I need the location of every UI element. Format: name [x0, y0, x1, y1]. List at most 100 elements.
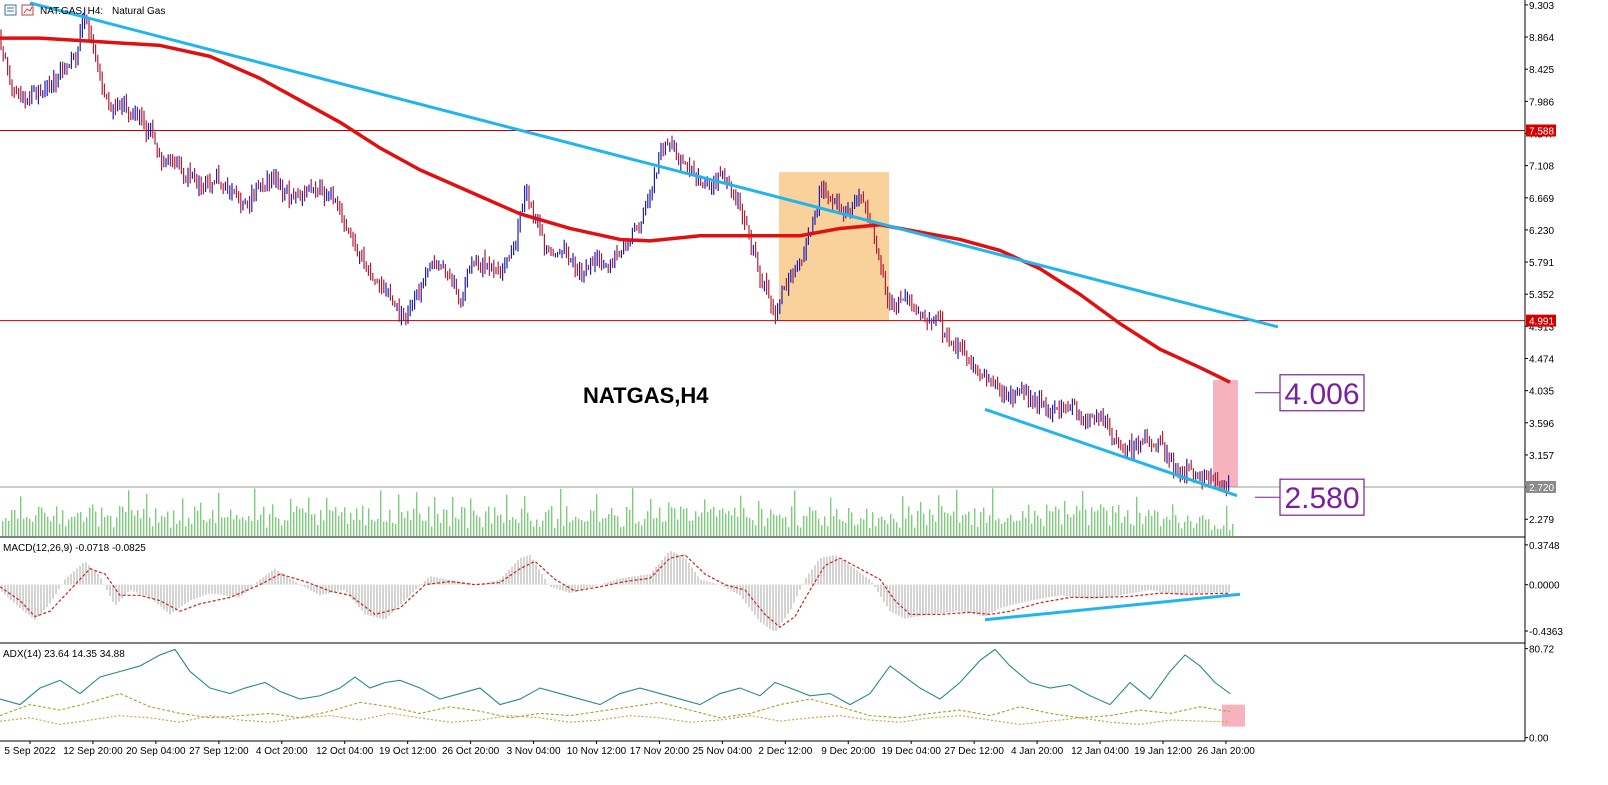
volume-bar: [1205, 519, 1207, 536]
volume-bar: [620, 527, 622, 536]
volume-bar: [1151, 515, 1153, 536]
volume-bar: [356, 508, 358, 536]
volume-bars: [2, 488, 1234, 536]
volume-bar: [755, 525, 757, 536]
volume-bar: [1004, 521, 1006, 536]
callout-value: 4.006: [1284, 378, 1359, 411]
price-tags: 7.588 4.991 2.720: [1526, 124, 1556, 494]
volume-bar: [407, 511, 409, 536]
volume-bar: [203, 519, 205, 536]
volume-bar: [827, 526, 829, 536]
volume-bar: [416, 492, 418, 536]
volume-bar: [323, 520, 325, 536]
volume-bar: [875, 526, 877, 536]
volume-bar: [236, 514, 238, 536]
volume-bar: [671, 507, 673, 536]
volume-bar: [1085, 509, 1087, 536]
volume-bar: [1007, 518, 1009, 536]
volume-bar: [131, 510, 133, 536]
menu-icon[interactable]: [4, 4, 17, 16]
volume-bar: [809, 506, 811, 536]
volume-bar: [926, 525, 928, 536]
volume-bar: [110, 515, 112, 536]
volume-bar: [413, 508, 415, 536]
volume-bar: [1103, 507, 1105, 536]
volume-bar: [497, 515, 499, 536]
volume-bar: [740, 495, 742, 536]
volume-bar: [752, 520, 754, 536]
x-tick-label: 26 Oct 20:00: [442, 746, 500, 757]
volume-bar: [5, 518, 7, 536]
callout-box: [1279, 374, 1365, 412]
volume-bar: [275, 517, 277, 536]
volume-bar: [1163, 518, 1165, 536]
volume-bar: [248, 516, 250, 536]
volume-bar: [677, 519, 679, 536]
volume-bar: [728, 511, 730, 536]
volume-bar: [434, 497, 436, 536]
volume-bar: [194, 506, 196, 536]
volume-bar: [938, 495, 940, 536]
volume-bar: [377, 518, 379, 536]
volume-bar: [341, 512, 343, 536]
volume-bar: [830, 497, 832, 536]
volume-bar: [1172, 504, 1174, 536]
volume-bar: [221, 517, 223, 536]
volume-bar: [545, 511, 547, 536]
volume-bar: [653, 518, 655, 536]
volume-bar: [365, 525, 367, 536]
volume-bar: [647, 511, 649, 536]
volume-bar: [1061, 524, 1063, 536]
volume-bar: [113, 527, 115, 536]
x-tick-label: 25 Nov 04:00: [693, 746, 753, 757]
volume-bar: [1226, 505, 1228, 536]
volume-bar: [515, 519, 517, 536]
volume-bar: [329, 509, 331, 536]
volume-bar: [95, 511, 97, 536]
volume-bar: [1076, 506, 1078, 536]
volume-bar: [1016, 520, 1018, 536]
trendlines: [29, 1, 1279, 498]
volume-bar: [872, 512, 874, 536]
volume-bar: [1109, 525, 1111, 536]
volume-bar: [284, 520, 286, 536]
volume-bar: [461, 507, 463, 536]
x-tick-label: 19 Jan 12:00: [1134, 746, 1192, 757]
volume-bar: [518, 522, 520, 536]
volume-bar: [899, 527, 901, 536]
volume-bar: [593, 510, 595, 536]
volume-bar: [1097, 510, 1099, 536]
adx-series-di: [0, 712, 1231, 726]
y-tick-label: 4.474: [1529, 355, 1554, 366]
volume-bar: [890, 513, 892, 536]
volume-bar: [368, 508, 370, 536]
volume-bar: [173, 510, 175, 536]
volume-bar: [107, 515, 109, 536]
volume-bar: [539, 526, 541, 536]
volume-bar: [1040, 518, 1042, 536]
volume-bar: [1106, 510, 1108, 536]
volume-bar: [1115, 512, 1117, 536]
zone-orange: [779, 172, 889, 321]
volume-bar: [704, 499, 706, 536]
volume-bar: [482, 527, 484, 536]
volume-bar: [776, 515, 778, 536]
volume-bar: [176, 524, 178, 536]
moving-average: [0, 36, 1231, 384]
volume-bar: [254, 488, 256, 536]
volume-bar: [935, 521, 937, 536]
volume-bar: [476, 515, 478, 536]
volume-bar: [269, 514, 271, 536]
volume-bar: [1073, 514, 1075, 536]
volume-bar: [530, 520, 532, 536]
x-tick-label: 2 Dec 12:00: [758, 746, 812, 757]
volume-bar: [569, 522, 571, 536]
volume-bar: [536, 519, 538, 536]
chart-icon[interactable]: [21, 4, 34, 16]
pane-dividers: [0, 0, 1526, 742]
header-symbol: NAT.GAS, H4:: [40, 6, 103, 17]
volume-bar: [932, 515, 934, 536]
volume-bar: [887, 524, 889, 536]
volume-bar: [473, 510, 475, 536]
y-tick-label: 7.108: [1529, 162, 1554, 173]
